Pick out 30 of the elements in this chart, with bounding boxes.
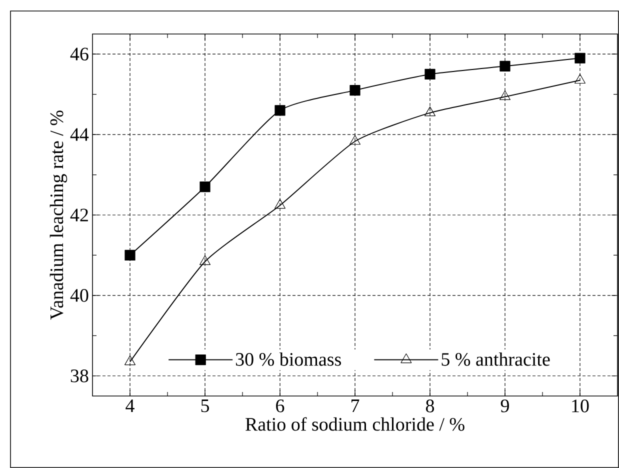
y-tick-label: 46 [70, 48, 88, 60]
point [424, 106, 436, 116]
x-axis-title: Ratio of sodium chloride / % [246, 417, 464, 431]
x-tick-label: 5 [201, 400, 210, 412]
y-tick-label: 42 [70, 208, 88, 222]
point [274, 199, 286, 209]
legend-label: 5 % anthracite [442, 352, 550, 366]
point [350, 135, 360, 145]
point [500, 90, 510, 100]
point [574, 52, 586, 64]
x-tick-label: 4 [126, 400, 134, 412]
point [574, 74, 586, 84]
x-tick-label: 6 [276, 400, 284, 412]
x-tick-label: 8 [426, 400, 434, 412]
y-tick-label: 38 [70, 369, 88, 382]
legend-label: 30 % biomass [236, 352, 341, 366]
point [424, 68, 436, 80]
y-axis-title: Vanadium leaching rate / % [50, 110, 68, 320]
point [350, 85, 360, 96]
y-tick-label: 44 [70, 128, 89, 141]
point [500, 60, 510, 72]
x-tick-label: 7 [352, 400, 360, 412]
x-tick-label: 9 [500, 400, 509, 412]
point [124, 250, 136, 261]
x-tick-label: 10 [572, 400, 589, 412]
y-tick-label: 40 [70, 289, 88, 302]
point [274, 105, 286, 116]
point [200, 182, 210, 192]
point [124, 356, 136, 366]
point [200, 255, 210, 265]
